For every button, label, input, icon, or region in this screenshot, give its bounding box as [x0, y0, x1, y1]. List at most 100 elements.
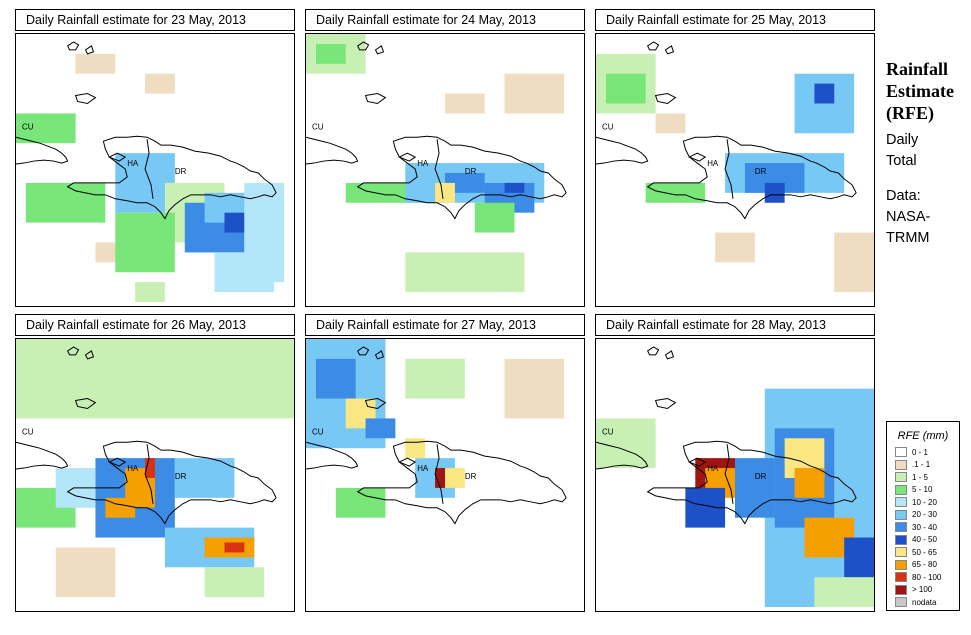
rainfall-cell	[445, 468, 465, 488]
country-label-dr: DR	[175, 167, 187, 176]
ha-dr-border	[434, 444, 444, 504]
bahamas-coastline	[357, 41, 385, 55]
map-panel: Daily Rainfall estimate for 25 May, 2013…	[595, 9, 875, 307]
island-coastline	[654, 93, 707, 162]
legend-title: RFE (mm)	[897, 430, 949, 442]
period-label: Daily Total	[886, 132, 919, 169]
legend-entry: .1 - 1	[895, 459, 959, 472]
legend-entry: > 100	[895, 584, 959, 597]
legend-entry: 20 - 30	[895, 509, 959, 522]
legend-entry: 65 - 80	[895, 559, 959, 572]
legend-entry: 0 - 1	[895, 446, 959, 459]
legend-entry: 30 - 40	[895, 521, 959, 534]
legend-swatch	[895, 597, 907, 608]
legend-label: 0 - 1	[912, 447, 929, 457]
rainfall-cell	[145, 458, 155, 478]
country-label-cu: CU	[602, 427, 614, 436]
hispaniola-coastline	[66, 440, 277, 525]
hispaniola-coastline	[356, 135, 567, 220]
rainfall-cell	[224, 542, 245, 553]
legend-label: 30 - 40	[912, 522, 937, 532]
rainfall-cell	[365, 418, 396, 439]
rainfall-map: CU HA DR	[305, 33, 585, 307]
rainfall-cell	[224, 212, 245, 233]
hispaniola-coastline	[646, 440, 857, 525]
legend-label: 40 - 50	[912, 535, 937, 545]
legend-swatch	[895, 484, 907, 495]
legend-entry: 10 - 20	[895, 496, 959, 509]
rainfall-cell	[794, 468, 825, 498]
rainfall-cell	[435, 182, 455, 203]
rainfall-cell	[135, 282, 165, 303]
country-label-ha: HA	[707, 464, 719, 473]
legend-label: 10 - 20	[912, 497, 937, 507]
legend-swatch	[895, 472, 907, 483]
map-panel: Daily Rainfall estimate for 27 May, 2013…	[305, 314, 585, 612]
country-label-dr: DR	[175, 472, 187, 481]
bahamas-coastline	[647, 346, 675, 360]
rfe-title: Rainfall Estimate (RFE)	[886, 59, 954, 123]
rainfall-map: CU HA DR	[595, 33, 875, 307]
island-coastline	[74, 398, 127, 467]
rainfall-cell	[715, 232, 755, 263]
rainfall-cell	[405, 358, 465, 399]
rainfall-cell	[315, 43, 346, 64]
island-coastline	[364, 93, 417, 162]
legend-label: 1 - 5	[912, 472, 929, 482]
country-label-ha: HA	[127, 159, 139, 168]
legend-label: nodata	[912, 597, 937, 607]
rainfall-cell	[405, 252, 525, 293]
island-coastline	[74, 93, 127, 162]
rainfall-cell	[25, 182, 106, 223]
legend-label: 50 - 65	[912, 547, 937, 557]
legend-label: 20 - 30	[912, 510, 937, 520]
legend-entry: 80 - 100	[895, 571, 959, 584]
rainfall-cell	[794, 73, 855, 134]
country-label-cu: CU	[312, 427, 324, 436]
rainfall-cell	[16, 339, 294, 419]
panel-title: Daily Rainfall estimate for 26 May, 2013	[15, 314, 295, 336]
rainfall-cell	[596, 418, 656, 469]
legend-swatch	[895, 459, 907, 470]
legend-swatch	[895, 522, 907, 533]
ha-dr-border	[144, 444, 154, 504]
country-label-dr: DR	[465, 167, 477, 176]
rainfall-cell	[145, 73, 175, 94]
rainfall-cell	[814, 83, 835, 104]
rainfall-cell	[764, 182, 785, 203]
hispaniola-coastline	[646, 135, 857, 220]
legend-swatch	[895, 559, 907, 570]
map-panel: Daily Rainfall estimate for 28 May, 2013…	[595, 314, 875, 612]
country-label-ha: HA	[417, 464, 429, 473]
country-label-cu: CU	[312, 122, 324, 131]
cuba-coastline	[596, 441, 649, 470]
rainfall-cell	[105, 497, 136, 518]
cuba-coastline	[596, 136, 649, 165]
rainfall-cell	[405, 438, 426, 459]
country-label-ha: HA	[707, 159, 719, 168]
rainfall-cell	[335, 487, 386, 518]
legend-label: > 100	[912, 585, 933, 595]
country-label-dr: DR	[755, 167, 767, 176]
legend-entry: 50 - 65	[895, 546, 959, 559]
rainfall-cell	[834, 232, 874, 293]
panel-title: Daily Rainfall estimate for 27 May, 2013	[305, 314, 585, 336]
country-label-cu: CU	[602, 122, 614, 131]
rainfall-map: CU HA DR	[15, 33, 295, 307]
rainfall-cell	[605, 73, 646, 104]
legend-swatch	[895, 447, 907, 458]
legend-entry: nodata	[895, 596, 959, 609]
legend-swatch	[895, 572, 907, 583]
rainfall-cell	[504, 358, 565, 419]
rainfall-map: CU HA DR	[15, 338, 295, 612]
rfe-legend: RFE (mm) 0 - 1 .1 - 1 1 - 5 5 - 10 10 - 20 20…	[886, 421, 960, 611]
rainfall-map: CU HA DR	[595, 338, 875, 612]
map-panel: Daily Rainfall estimate for 26 May, 2013…	[15, 314, 295, 612]
bahamas-coastline	[67, 346, 95, 360]
cuba-coastline	[306, 136, 359, 165]
rainfall-cell	[735, 458, 775, 518]
country-label-cu: CU	[22, 122, 34, 131]
map-panel: Daily Rainfall estimate for 23 May, 2013…	[15, 9, 295, 307]
legend-swatch	[895, 584, 907, 595]
rainfall-cell	[474, 202, 515, 233]
